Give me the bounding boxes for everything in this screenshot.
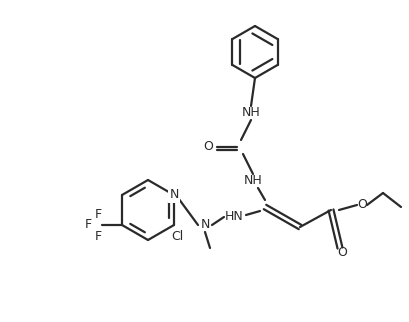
Text: O: O [336, 247, 346, 260]
Text: N: N [169, 188, 178, 202]
Text: NH: NH [243, 175, 262, 187]
Text: O: O [202, 140, 212, 154]
Text: HN: HN [224, 211, 243, 223]
Text: F: F [84, 219, 91, 232]
Text: N: N [200, 219, 209, 232]
Text: F: F [94, 230, 101, 242]
Text: NH: NH [241, 107, 260, 119]
Text: Cl: Cl [171, 231, 183, 243]
Text: O: O [356, 198, 366, 212]
Text: F: F [94, 207, 101, 221]
